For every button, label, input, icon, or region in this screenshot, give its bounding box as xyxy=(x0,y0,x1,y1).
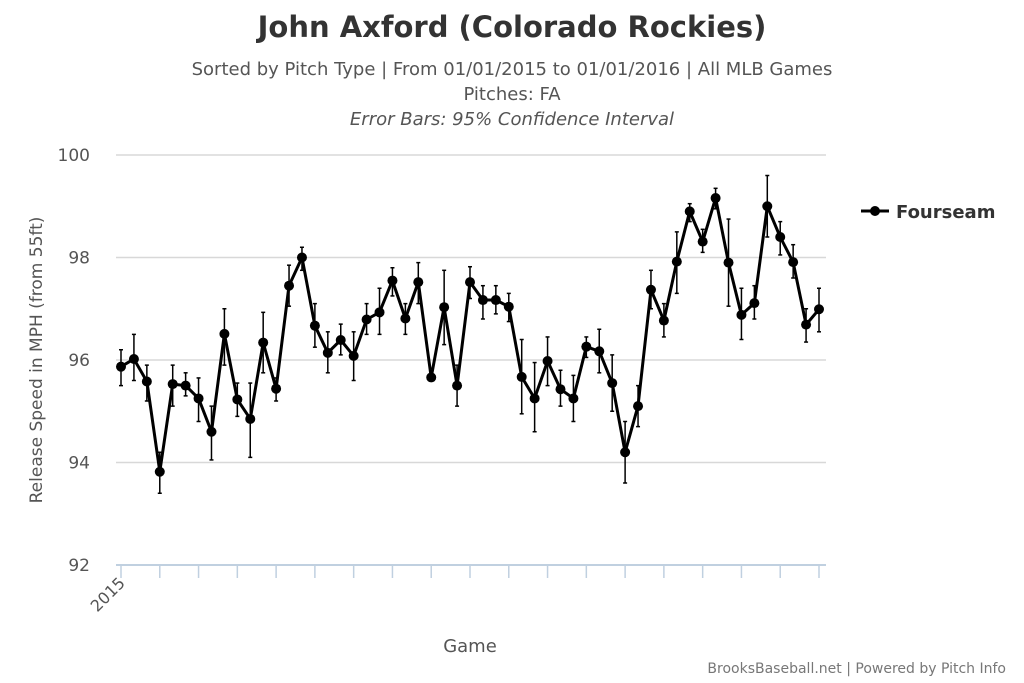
y-tick-label: 94 xyxy=(68,454,90,474)
data-point xyxy=(658,315,669,326)
data-point xyxy=(736,309,747,320)
data-point xyxy=(400,313,411,324)
data-point xyxy=(426,372,437,383)
data-point xyxy=(762,201,773,212)
chart-subtitle-filters: Sorted by Pitch Type | From 01/01/2015 t… xyxy=(191,59,833,80)
data-point xyxy=(607,378,618,389)
y-tick-label: 92 xyxy=(68,556,90,576)
data-point xyxy=(309,320,320,331)
data-point xyxy=(749,298,760,309)
data-point xyxy=(361,314,372,325)
chart-subtitle-error-bars: Error Bars: 95% Confidence Interval xyxy=(349,109,675,130)
data-point xyxy=(141,376,152,387)
data-point xyxy=(258,337,269,348)
data-point xyxy=(322,347,333,358)
legend-point-marker xyxy=(870,206,880,216)
chart-title: John Axford (Colorado Rockies) xyxy=(257,10,767,44)
legend[interactable]: Fourseam xyxy=(861,202,995,223)
series-points xyxy=(116,193,824,477)
data-point xyxy=(452,380,463,391)
data-point xyxy=(671,256,682,267)
data-point xyxy=(710,193,721,204)
data-point xyxy=(348,350,359,361)
y-tick-label: 100 xyxy=(58,146,90,166)
data-point xyxy=(219,328,230,339)
data-point xyxy=(775,232,786,242)
data-point xyxy=(477,295,488,306)
legend-label: Fourseam xyxy=(896,202,995,223)
data-point xyxy=(232,394,243,405)
data-point xyxy=(801,319,812,330)
data-point xyxy=(206,426,217,437)
data-point xyxy=(490,295,501,306)
data-point xyxy=(516,371,527,382)
data-point xyxy=(439,302,450,313)
data-point xyxy=(542,356,553,367)
y-tick-label: 98 xyxy=(68,249,90,269)
data-point xyxy=(684,206,695,217)
data-point xyxy=(568,393,579,404)
data-point xyxy=(697,236,708,247)
data-point xyxy=(167,379,178,390)
data-point xyxy=(271,383,282,394)
data-point xyxy=(413,277,424,288)
credit-text: BrooksBaseball.net | Powered by Pitch In… xyxy=(707,661,1006,677)
data-point xyxy=(116,361,126,372)
data-point xyxy=(154,466,165,477)
data-point xyxy=(633,401,644,412)
data-point xyxy=(788,257,799,268)
data-point xyxy=(555,384,566,395)
data-point xyxy=(387,275,398,286)
data-point xyxy=(335,335,346,346)
data-point xyxy=(374,307,385,318)
chart-subtitle-pitches: Pitches: FA xyxy=(463,84,561,105)
data-point xyxy=(284,280,295,291)
y-axis-title: Release Speed in MPH (from 55ft) xyxy=(27,217,47,504)
x-axis-title: Game xyxy=(443,636,497,657)
y-tick-label: 96 xyxy=(68,351,90,371)
x-tick-label: 2015 xyxy=(87,573,129,615)
data-point xyxy=(465,277,475,288)
data-point xyxy=(814,304,824,315)
data-point xyxy=(503,301,514,312)
data-point xyxy=(245,413,256,424)
grid-lines xyxy=(116,154,826,464)
data-point xyxy=(645,284,656,295)
data-point xyxy=(594,346,605,357)
data-point xyxy=(581,341,592,352)
data-point xyxy=(723,257,734,268)
data-point xyxy=(128,353,139,364)
data-point xyxy=(296,252,307,263)
data-point xyxy=(529,393,540,404)
axes: 92 94 96 98 100 2015 Game Release Speed in MPH … xyxy=(27,146,826,657)
data-point xyxy=(620,447,631,458)
data-point xyxy=(180,380,191,391)
data-point xyxy=(193,393,204,404)
